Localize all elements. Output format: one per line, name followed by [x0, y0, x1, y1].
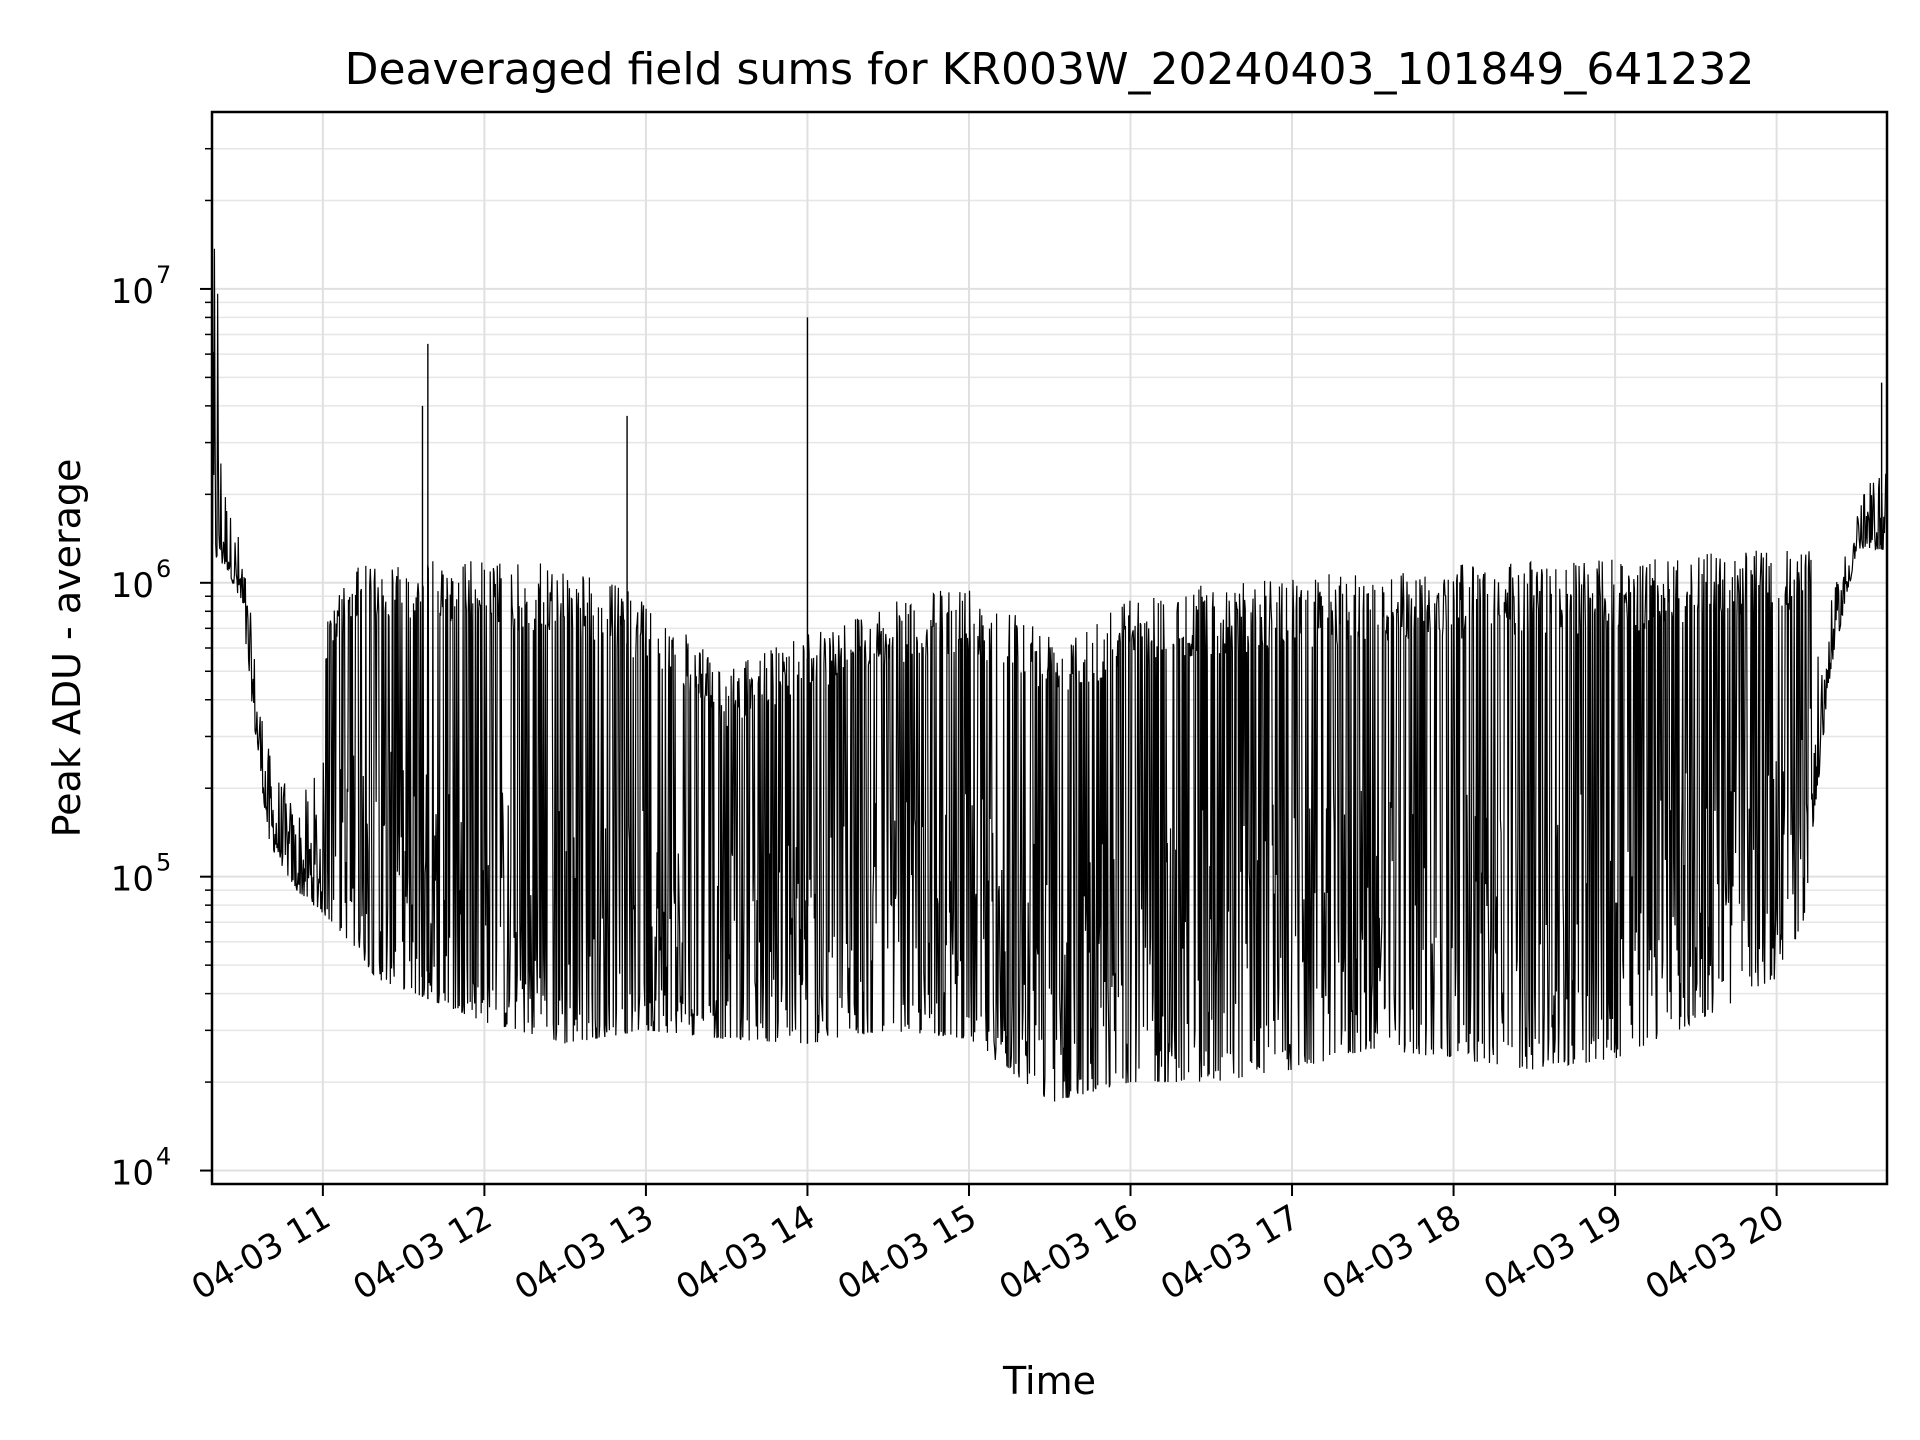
x-axis: 04-03 11 04-03 12 04-03 13 04-03 14 04-03 15…: [185, 1184, 1791, 1308]
y-tick-exponent: 7: [156, 261, 171, 289]
y-tick-exponent: 4: [156, 1143, 171, 1171]
chart-title: Deaveraged field sums for KR003W_2024040…: [345, 44, 1755, 95]
x-tick-label: 04-03 20: [1639, 1197, 1791, 1308]
x-tick-label: 04-03 14: [670, 1197, 822, 1308]
y-tick-label: 10: [111, 860, 154, 900]
spike-group: [421, 317, 1883, 1044]
x-tick-label: 04-03 12: [347, 1197, 499, 1308]
y-tick-label: 10: [111, 1154, 154, 1194]
x-axis-label: Time: [1002, 1359, 1096, 1403]
x-tick-label: 04-03 15: [831, 1197, 983, 1308]
y-tick-exponent: 6: [156, 555, 171, 583]
x-tick-label: 04-03 18: [1316, 1197, 1468, 1308]
x-tick-label: 04-03 13: [508, 1197, 660, 1308]
y-tick-label: 10: [111, 566, 154, 606]
y-tick-label: 10: [111, 272, 154, 312]
x-tick-label: 04-03 19: [1477, 1197, 1629, 1308]
y-tick-exponent: 5: [156, 849, 171, 877]
x-tick-label: 04-03 11: [185, 1197, 337, 1308]
series-line: [211, 248, 1888, 1102]
x-tick-label: 04-03 17: [1154, 1197, 1306, 1308]
x-tick-label: 04-03 16: [993, 1197, 1145, 1308]
y-axis-label: Peak ADU - average: [45, 459, 89, 838]
